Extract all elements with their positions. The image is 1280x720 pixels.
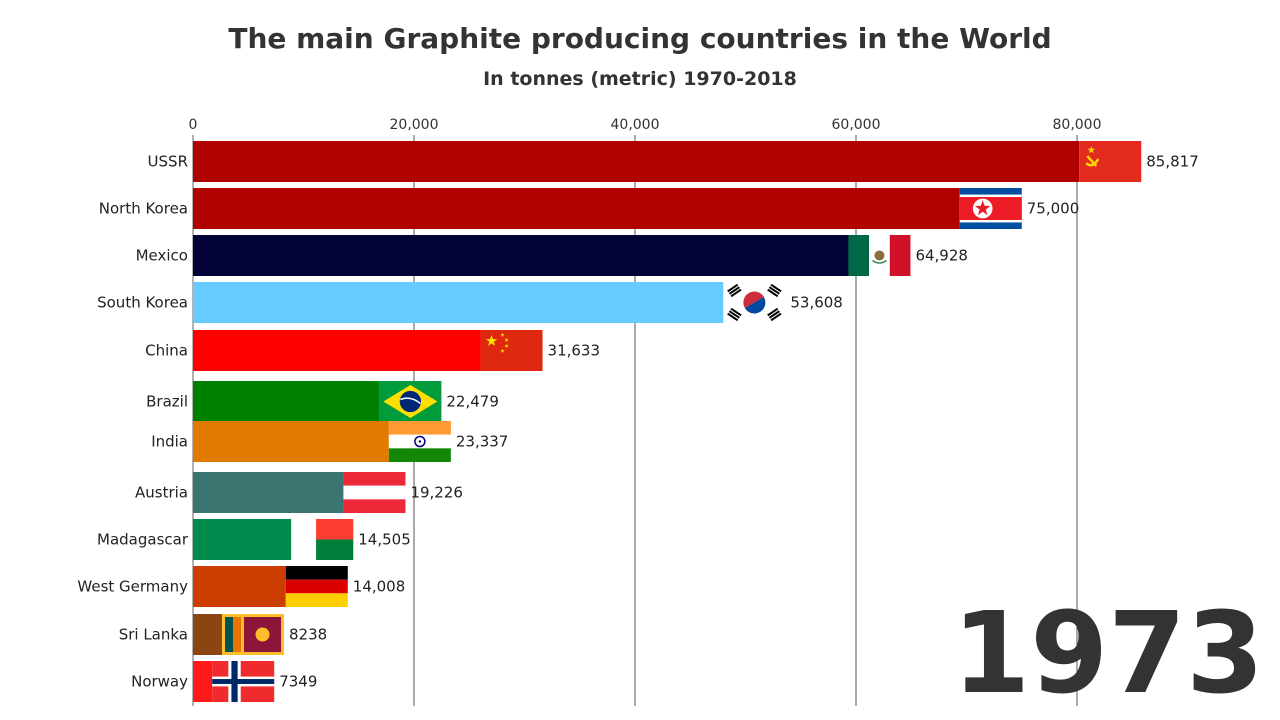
india-flag-icon: [388, 421, 451, 462]
category-label-west-germany: West Germany: [77, 578, 188, 596]
mexico-flag-icon: [848, 235, 911, 276]
madagascar-flag-icon: [291, 519, 354, 560]
value-label-austria: 19,226: [410, 484, 463, 502]
bar-north-korea: [193, 188, 960, 229]
category-label-sri-lanka: Sri Lanka: [119, 626, 188, 644]
category-label-china: China: [145, 342, 188, 360]
value-label-sri-lanka: 8238: [289, 626, 327, 644]
sri-lanka-flag-icon: [222, 614, 285, 655]
china-flag-icon: [480, 330, 543, 371]
x-tick-label: 80,000: [1053, 117, 1102, 133]
x-tick-label: 0: [189, 117, 198, 133]
category-label-north-korea: North Korea: [99, 200, 188, 218]
value-label-north-korea: 75,000: [1027, 200, 1080, 218]
bar-norway: [193, 661, 213, 702]
category-label-mexico: Mexico: [136, 247, 188, 265]
bar-china: [193, 330, 481, 371]
bar-ussr: [193, 141, 1080, 182]
west-germany-flag-icon: [285, 566, 348, 607]
value-label-south-korea: 53,608: [790, 294, 843, 312]
value-label-norway: 7349: [279, 673, 317, 691]
bar-south-korea: [193, 282, 724, 323]
value-label-india: 23,337: [456, 433, 509, 451]
norway-flag-icon: [212, 661, 275, 702]
category-label-austria: Austria: [135, 484, 188, 502]
category-label-norway: Norway: [131, 673, 188, 691]
value-label-china: 31,633: [548, 342, 601, 360]
value-label-west-germany: 14,008: [353, 578, 406, 596]
ussr-flag-icon: [1079, 141, 1142, 182]
year-counter: 1973: [952, 589, 1264, 719]
x-tick-label: 20,000: [390, 117, 439, 133]
north-korea-flag-icon: [959, 188, 1022, 229]
chart-title: The main Graphite producing countries in…: [228, 22, 1052, 55]
value-label-mexico: 64,928: [915, 247, 968, 265]
brazil-flag-icon: [379, 381, 442, 422]
value-label-madagascar: 14,505: [358, 531, 411, 549]
category-label-brazil: Brazil: [146, 393, 188, 411]
south-korea-flag-icon: [723, 282, 786, 323]
bar-india: [193, 421, 389, 462]
x-tick-label: 40,000: [611, 117, 660, 133]
category-label-madagascar: Madagascar: [97, 531, 189, 549]
austria-flag-icon: [343, 472, 406, 513]
value-label-ussr: 85,817: [1146, 153, 1199, 171]
chart-subtitle: In tonnes (metric) 1970-2018: [483, 68, 797, 90]
bar-west-germany: [193, 566, 286, 607]
bar-mexico: [193, 235, 849, 276]
bar-sri-lanka: [193, 614, 223, 655]
bar-madagascar: [193, 519, 292, 560]
value-label-brazil: 22,479: [446, 393, 499, 411]
bar-brazil: [193, 381, 380, 422]
bar-austria: [193, 472, 344, 513]
category-label-south-korea: South Korea: [97, 294, 188, 312]
x-tick-label: 60,000: [832, 117, 881, 133]
category-label-india: India: [151, 433, 188, 451]
category-label-ussr: USSR: [148, 153, 188, 171]
